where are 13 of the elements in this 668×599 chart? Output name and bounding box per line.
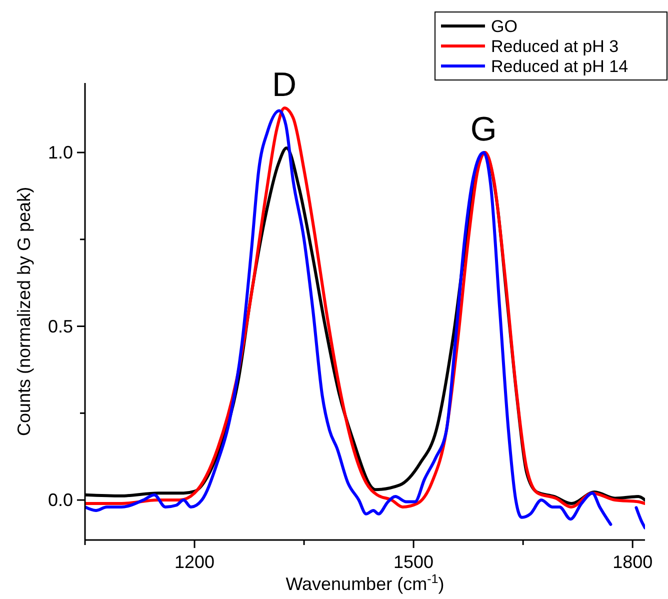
y-tick-label: 1.0 xyxy=(48,142,73,163)
legend-label: GO xyxy=(491,17,518,36)
annotation: D xyxy=(272,66,297,104)
x-axis-title: Wavenumber (cm$^{-1}$) xyxy=(286,572,444,594)
x-tick-label: 1200 xyxy=(174,552,215,572)
x-tick-label: 1800 xyxy=(612,552,653,572)
y-tick-label: 0.0 xyxy=(48,490,73,510)
legend-label: Reduced at pH 14 xyxy=(491,57,628,76)
annotation: G xyxy=(470,110,497,149)
legend-label: Reduced at pH 3 xyxy=(491,37,619,56)
x-tick-label: 1500 xyxy=(394,552,434,572)
y-axis-title: Counts (normalized by G peak) xyxy=(14,186,34,436)
y-tick-label: 0.5 xyxy=(48,316,73,336)
